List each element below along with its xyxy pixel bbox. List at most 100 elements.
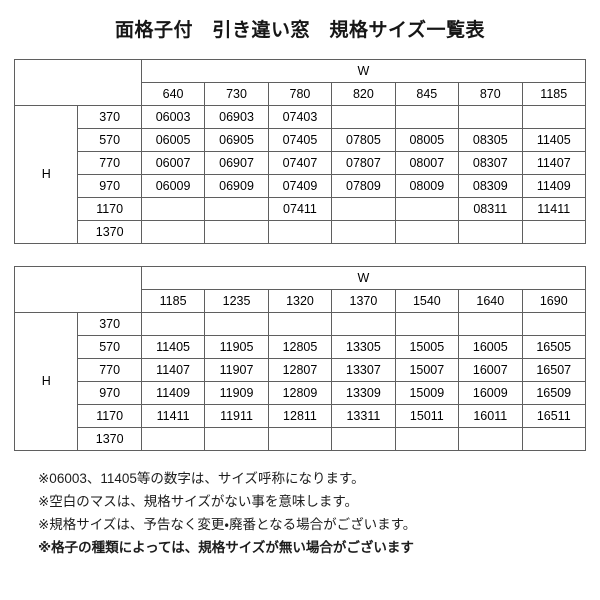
h-row-header: 1170 [77, 196, 142, 221]
size-code-cell: 08311 [458, 196, 523, 221]
size-code-cell: 06909 [204, 173, 269, 198]
empty-cell [394, 219, 460, 244]
empty-cell [331, 196, 396, 221]
size-code-cell: 07807 [331, 150, 396, 175]
empty-cell [394, 311, 460, 336]
h-row-header: 1170 [77, 403, 142, 428]
size-code-cell: 13305 [331, 334, 396, 359]
page-title: 面格子付 引き違い窓 規格サイズ一覧表 [115, 20, 485, 41]
empty-cell [204, 426, 269, 451]
w-column-header: 1640 [458, 288, 523, 313]
table-column-header-row: 1185 1235 1320 1370 1540 1640 1690 [15, 288, 586, 313]
w-column-header: 820 [331, 81, 396, 106]
empty-cell [140, 196, 206, 221]
w-column-header: 730 [204, 81, 269, 106]
empty-cell [394, 196, 460, 221]
empty-cell [521, 426, 586, 451]
empty-cell [458, 104, 523, 129]
size-code-cell: 06007 [140, 150, 206, 175]
size-code-cell: 16505 [521, 334, 586, 359]
empty-cell [140, 426, 206, 451]
size-code-cell: 11909 [204, 380, 269, 405]
size-code-cell: 11405 [521, 127, 586, 152]
h-row-header: 970 [77, 173, 142, 198]
size-code-cell: 12809 [267, 380, 333, 405]
empty-cell [331, 311, 396, 336]
size-code-cell: 11907 [204, 357, 269, 382]
size-code-cell: 08307 [458, 150, 523, 175]
table-row: 770 06007 06907 07407 07807 08007 08307 11407 [15, 150, 586, 175]
size-code-cell: 06905 [204, 127, 269, 152]
table-row: 1170 11411 11911 12811 13311 15011 16011 16511 [15, 403, 586, 428]
corner-blank-cell [14, 58, 142, 106]
size-code-cell: 08007 [394, 150, 460, 175]
size-code-cell: 15009 [394, 380, 460, 405]
empty-cell [204, 219, 269, 244]
table-row: 1170 07411 08311 11411 [15, 196, 586, 221]
size-code-cell: 15007 [394, 357, 460, 382]
w-column-header: 1320 [267, 288, 333, 313]
size-code-cell: 16511 [521, 403, 586, 428]
w-column-header: 1185 [140, 288, 206, 313]
size-code-cell: 12805 [267, 334, 333, 359]
empty-cell [458, 426, 523, 451]
table-row: 970 06009 06909 07409 07809 08009 08309 11409 [15, 173, 586, 198]
empty-cell [331, 219, 396, 244]
w-column-header: 1370 [331, 288, 396, 313]
table-row: 1370 [15, 426, 586, 451]
table-axis-row: W [14, 265, 587, 313]
tables-container: W 640 730 780 820 845 870 1185 H 370 06003 06903 074… [13, 58, 587, 451]
table-row: 570 06005 06905 07405 07805 08005 08305 11405 [15, 127, 586, 152]
notes-list: ※06003、11405等の数字は、サイズ呼称になります。 ※空白のマスは、規格サ… [14, 451, 586, 559]
size-code-cell: 13309 [331, 380, 396, 405]
size-code-cell: 11407 [521, 150, 586, 175]
size-table-2: W 1185 1235 1320 1370 1540 1640 1690 H 370 570 1140… [13, 265, 587, 451]
size-code-cell: 07403 [267, 104, 333, 129]
h-axis-label: H [13, 311, 79, 451]
h-axis-label: H [13, 104, 79, 244]
size-code-cell: 07809 [331, 173, 396, 198]
empty-cell [267, 426, 333, 451]
size-code-cell: 12807 [267, 357, 333, 382]
table-column-header-row: 640 730 780 820 845 870 1185 [15, 81, 586, 106]
size-code-cell: 06009 [140, 173, 206, 198]
table-row: 970 11409 11909 12809 13309 15009 16009 16509 [15, 380, 586, 405]
empty-cell [140, 219, 206, 244]
corner-blank-cell [14, 265, 142, 313]
size-code-cell: 06903 [204, 104, 269, 129]
size-code-cell: 11905 [204, 334, 269, 359]
size-code-cell: 11405 [140, 334, 206, 359]
w-column-header: 640 [140, 81, 206, 106]
empty-cell [521, 104, 586, 129]
empty-cell [458, 311, 523, 336]
size-table-1: W 640 730 780 820 845 870 1185 H 370 06003 06903 074… [13, 58, 587, 244]
note-line: ※規格サイズは、予告なく変更・廃番となる場合がございます。 [38, 516, 417, 532]
h-row-header: 1370 [77, 219, 142, 244]
size-code-cell: 06003 [140, 104, 206, 129]
size-code-cell: 11411 [140, 403, 206, 428]
empty-cell [204, 196, 269, 221]
table-row: 570 11405 11905 12805 13305 15005 16005 16505 [15, 334, 586, 359]
h-row-header: 570 [77, 334, 142, 359]
size-code-cell: 07405 [267, 127, 333, 152]
size-code-cell: 13307 [331, 357, 396, 382]
empty-cell [204, 311, 269, 336]
h-row-header: 570 [77, 127, 142, 152]
size-code-cell: 12811 [267, 403, 333, 428]
note-line: ※格子の種類によっては、規格サイズが無い場合がございます [38, 539, 414, 555]
size-code-cell: 11409 [140, 380, 206, 405]
empty-cell [521, 219, 586, 244]
size-code-cell: 16009 [458, 380, 523, 405]
size-code-cell: 08305 [458, 127, 523, 152]
size-code-cell: 07411 [267, 196, 333, 221]
w-column-header: 1235 [204, 288, 269, 313]
empty-cell [521, 311, 586, 336]
size-code-cell: 08309 [458, 173, 523, 198]
h-row-header: 770 [77, 150, 142, 175]
size-code-cell: 11407 [140, 357, 206, 382]
empty-cell [267, 311, 333, 336]
size-code-cell: 16011 [458, 403, 523, 428]
size-code-cell: 16007 [458, 357, 523, 382]
size-code-cell: 15011 [394, 403, 460, 428]
